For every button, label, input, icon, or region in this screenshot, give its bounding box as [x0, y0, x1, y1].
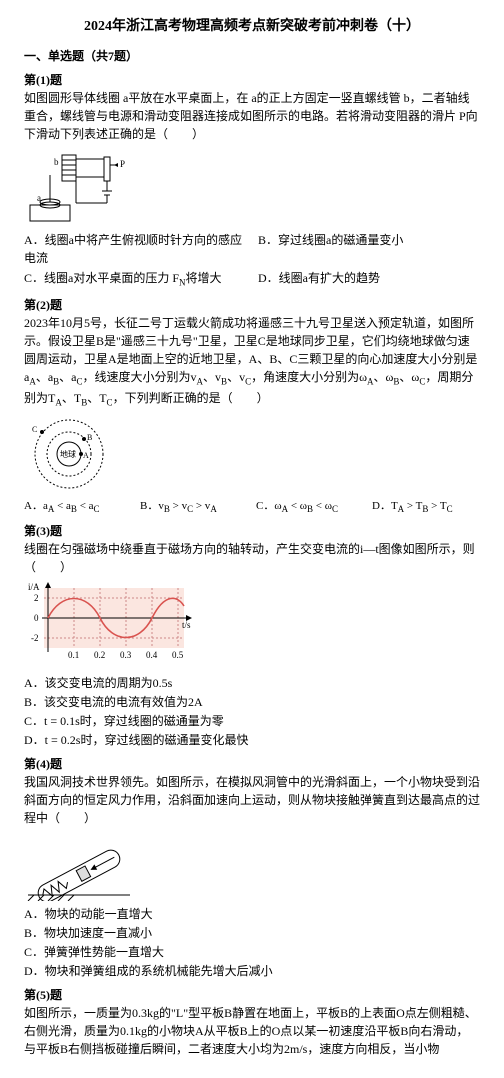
- q2-optC: C．ωA < ωB < ωC: [256, 498, 364, 517]
- svg-text:a: a: [37, 193, 41, 203]
- q3-body: 线圈在匀强磁场中绕垂直于磁场方向的轴转动，产生交变电流的i—t图像如图所示，则（…: [24, 540, 480, 576]
- q2-optA: A．aA < aB < aC: [24, 498, 132, 517]
- q1-body: 如图圆形导体线圈 a平放在水平桌面上，在 a的正上方固定一竖直螺线管 b，二者轴…: [24, 89, 480, 143]
- q4-figure: [24, 831, 480, 901]
- q3-optA: A．该交变电流的周期为0.5s: [24, 674, 480, 692]
- q1-optA: A．线圈a中将产生俯视顺时针方向的感应电流: [24, 231, 246, 267]
- svg-text:A: A: [83, 451, 89, 460]
- svg-text:C: C: [32, 425, 37, 434]
- q4-optB: B．物块加速度一直减小: [24, 924, 480, 942]
- q3-optC: C．t = 0.1s时，穿过线圈的磁通量为零: [24, 712, 480, 730]
- q4-optD: D．物块和弹簧组成的系统机械能先增大后减小: [24, 962, 480, 980]
- q1-optC: C．线圈a对水平桌面的压力 FN将增大: [24, 269, 246, 290]
- q3-figure: i/A 2 0 -2 0.1 0.2 0.3 0.4 0.5 t/s: [24, 580, 480, 670]
- q5-header: 第(5)题: [24, 986, 480, 1004]
- q2-optB: B．vB > vC > vA: [140, 498, 248, 517]
- svg-text:t/s: t/s: [182, 620, 191, 630]
- q3-optD: D．t = 0.2s时，穿过线圈的磁通量变化最快: [24, 731, 480, 749]
- q4-optA: A．物块的动能一直增大: [24, 905, 480, 923]
- svg-text:B: B: [87, 433, 92, 442]
- svg-text:0: 0: [34, 613, 39, 623]
- q2-header: 第(2)题: [24, 296, 480, 314]
- svg-text:P: P: [120, 159, 125, 169]
- q3-header: 第(3)题: [24, 522, 480, 540]
- q4-header: 第(4)题: [24, 755, 480, 773]
- q2-optD: D．TA > TB > TC: [372, 498, 480, 517]
- q2-body: 2023年10月5号，长征二号丁运载火箭成功将遥感三十九号卫星送入预定轨道，如图…: [24, 314, 480, 410]
- q3-options: A．该交变电流的周期为0.5s B．该交变电流的电流有效值为2A C．t = 0…: [24, 674, 480, 749]
- svg-text:-2: -2: [31, 633, 39, 643]
- svg-text:0.4: 0.4: [146, 650, 158, 660]
- q2-options: A．aA < aB < aC B．vB > vC > vA C．ωA < ωB …: [24, 498, 480, 517]
- q4-body: 我国风洞技术世界领先。如图所示，在模拟风洞管中的光滑斜面上，一个小物块受到沿斜面…: [24, 773, 480, 827]
- svg-text:2: 2: [34, 593, 39, 603]
- svg-text:0.2: 0.2: [94, 650, 105, 660]
- svg-text:0.5: 0.5: [172, 650, 184, 660]
- q1-figure: a b P: [24, 147, 480, 227]
- q1-options: A．线圈a中将产生俯视顺时针方向的感应电流 B．穿过线圈a的磁通量变小 C．线圈…: [24, 231, 480, 290]
- q4-optC: C．弹簧弹性势能一直增大: [24, 943, 480, 961]
- page-title: 2024年浙江高考物理高频考点新突破考前冲刺卷（十）: [24, 16, 480, 37]
- section-header: 一、单选题（共7题）: [24, 47, 480, 65]
- q3-optB: B．该交变电流的电流有效值为2A: [24, 693, 480, 711]
- svg-text:地球: 地球: [60, 449, 76, 459]
- q1-header: 第(1)题: [24, 71, 480, 89]
- svg-text:b: b: [54, 157, 59, 167]
- q2-figure: 地球 A B C: [24, 414, 480, 494]
- q1-optD: D．线圈a有扩大的趋势: [258, 269, 480, 290]
- svg-text:i/A: i/A: [28, 582, 40, 592]
- q1-optB: B．穿过线圈a的磁通量变小: [258, 231, 480, 267]
- q5-body: 如图所示，一质量为0.3kg的"L"型平板B静置在地面上，平板B的上表面O点左侧…: [24, 1004, 480, 1058]
- svg-text:0.3: 0.3: [120, 650, 132, 660]
- q4-options: A．物块的动能一直增大 B．物块加速度一直减小 C．弹簧弹性势能一直增大 D．物…: [24, 905, 480, 980]
- svg-text:0.1: 0.1: [68, 650, 79, 660]
